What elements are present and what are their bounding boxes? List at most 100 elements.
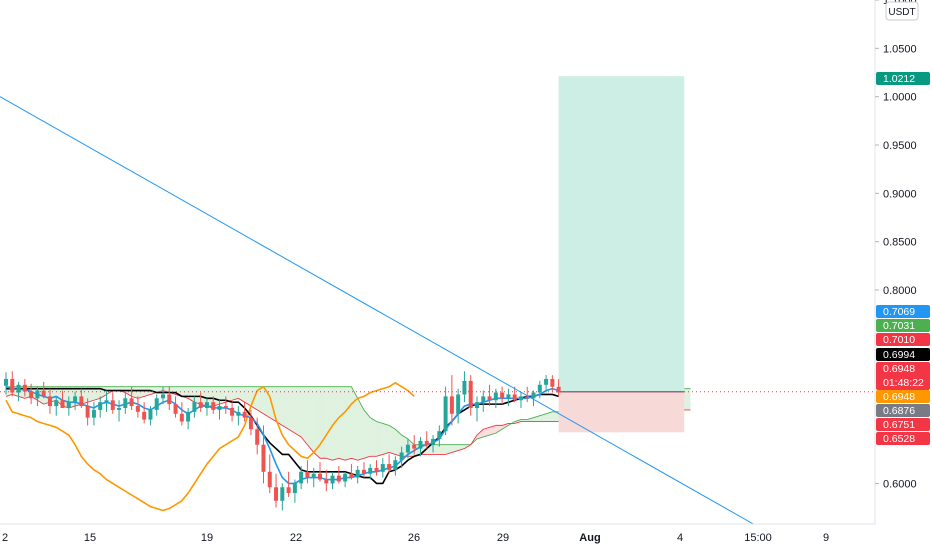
candle-body[interactable] [148,409,153,420]
candle-body[interactable] [299,471,304,484]
candle-body[interactable] [4,378,8,386]
price-axis-ticks[interactable]: 1.10001.05001.00000.95000.90000.85000.80… [875,0,917,490]
candle-body[interactable] [230,407,235,416]
candle-body[interactable] [361,469,366,474]
candle-body[interactable] [79,396,84,407]
candle-body[interactable] [60,400,65,408]
candle-body[interactable] [487,396,492,401]
candle-body[interactable] [449,396,454,414]
candles[interactable] [4,371,561,511]
candle-body[interactable] [91,409,96,418]
candle-body[interactable] [525,396,530,399]
candle-body[interactable] [123,398,128,408]
candle-body[interactable] [305,471,310,478]
candle-body[interactable] [292,483,297,494]
candle-body[interactable] [198,402,203,408]
candle-body[interactable] [98,402,103,410]
quote-unit-box[interactable]: USDT [885,1,919,21]
candle-body[interactable] [475,402,479,408]
candle-body[interactable] [142,411,147,420]
candle-body[interactable] [217,406,222,410]
candle-body[interactable] [324,479,329,484]
candle-body[interactable] [431,438,436,445]
quote-unit-label: USDT [888,7,915,18]
candle-body[interactable] [154,398,159,410]
candle-body[interactable] [500,392,505,399]
candle-body[interactable] [29,391,34,399]
candle-body[interactable] [443,396,448,432]
candle-body[interactable] [437,431,442,439]
trendline[interactable] [0,96,754,525]
candle-body[interactable] [518,396,523,401]
candle-body[interactable] [343,473,348,482]
candle-body[interactable] [192,402,197,412]
candle-body[interactable] [73,396,78,403]
candle-body[interactable] [173,404,178,414]
candle-body[interactable] [318,473,322,480]
candle-body[interactable] [556,386,561,393]
long-position-tool[interactable] [558,76,685,433]
candle-body[interactable] [456,394,461,414]
candle-body[interactable] [54,400,59,407]
candle-body[interactable] [161,394,165,399]
candle-body[interactable] [135,406,140,412]
candle-body[interactable] [311,473,316,478]
candle-body[interactable] [387,464,392,470]
candle-body[interactable] [66,402,71,408]
candle-body[interactable] [374,467,379,472]
candle-body[interactable] [223,406,228,408]
candle-body[interactable] [349,473,354,478]
trendline-drawing[interactable] [0,96,754,525]
candle-body[interactable] [493,392,498,401]
candle-body[interactable] [104,400,109,403]
candle-body[interactable] [550,378,555,387]
candle-body[interactable] [418,440,423,449]
candle-body[interactable] [274,487,279,501]
candle-body[interactable] [22,384,27,392]
candle-body[interactable] [336,475,341,482]
candle-body[interactable] [211,402,216,410]
candle-body[interactable] [280,487,285,501]
candle-body[interactable] [10,378,15,393]
candle-body[interactable] [380,464,385,472]
candle-body[interactable] [110,400,115,410]
candle-body[interactable] [537,384,542,393]
candle-body[interactable] [47,396,52,407]
candle-body[interactable] [355,469,360,478]
candle-body[interactable] [330,475,335,484]
candle-body[interactable] [236,411,241,416]
time-axis-ticks[interactable]: 2 15 19 22 26 29 Aug 4 15:00 9 [2,532,829,544]
candle-body[interactable] [393,460,398,470]
candle-body[interactable] [481,396,486,403]
candle-body[interactable] [248,417,253,430]
candle-body[interactable] [405,444,410,453]
candle-body[interactable] [412,444,417,449]
candle-body[interactable] [462,380,467,395]
candle-body[interactable] [261,444,266,472]
candle-body[interactable] [85,406,90,418]
candle-body[interactable] [531,392,536,399]
candle-body[interactable] [267,471,272,488]
candle-body[interactable] [186,411,191,422]
candle-body[interactable] [41,390,46,397]
candle-body[interactable] [242,411,247,418]
candle-body[interactable] [286,487,291,494]
stop-zone[interactable] [558,391,685,433]
target-zone[interactable] [558,76,685,392]
candle-body[interactable] [167,394,172,405]
candle-body[interactable] [424,440,429,445]
candle-body[interactable] [506,394,511,399]
candle-body[interactable] [368,467,373,474]
candle-body[interactable] [255,429,260,445]
candle-body[interactable] [35,390,40,399]
candle-body[interactable] [117,407,122,410]
candle-body[interactable] [399,452,404,461]
candle-body[interactable] [544,378,549,385]
candle-body[interactable] [512,394,517,401]
candle-body[interactable] [16,384,21,393]
candle-body[interactable] [179,413,184,422]
candle-body[interactable] [468,380,473,408]
candle-body[interactable] [204,402,209,408]
candle-body[interactable] [129,398,134,407]
